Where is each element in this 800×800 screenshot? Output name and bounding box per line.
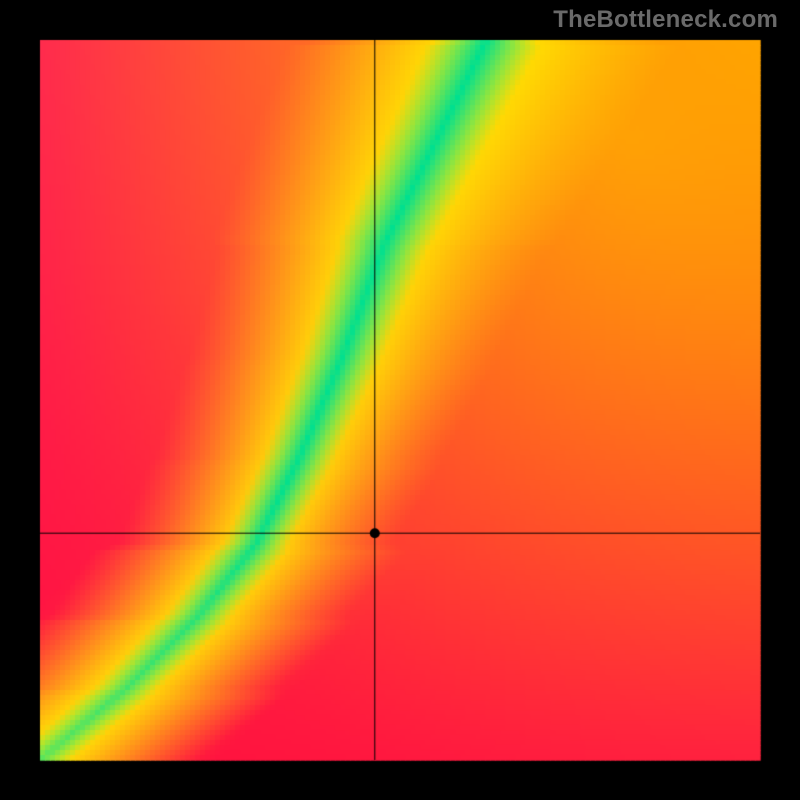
chart-container: TheBottleneck.com (0, 0, 800, 800)
watermark-text: TheBottleneck.com (553, 6, 778, 34)
bottleneck-heatmap (0, 0, 800, 800)
